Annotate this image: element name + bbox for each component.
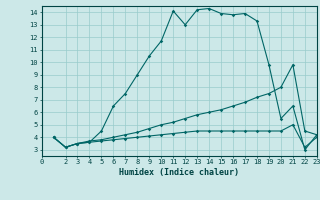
X-axis label: Humidex (Indice chaleur): Humidex (Indice chaleur) xyxy=(119,168,239,177)
